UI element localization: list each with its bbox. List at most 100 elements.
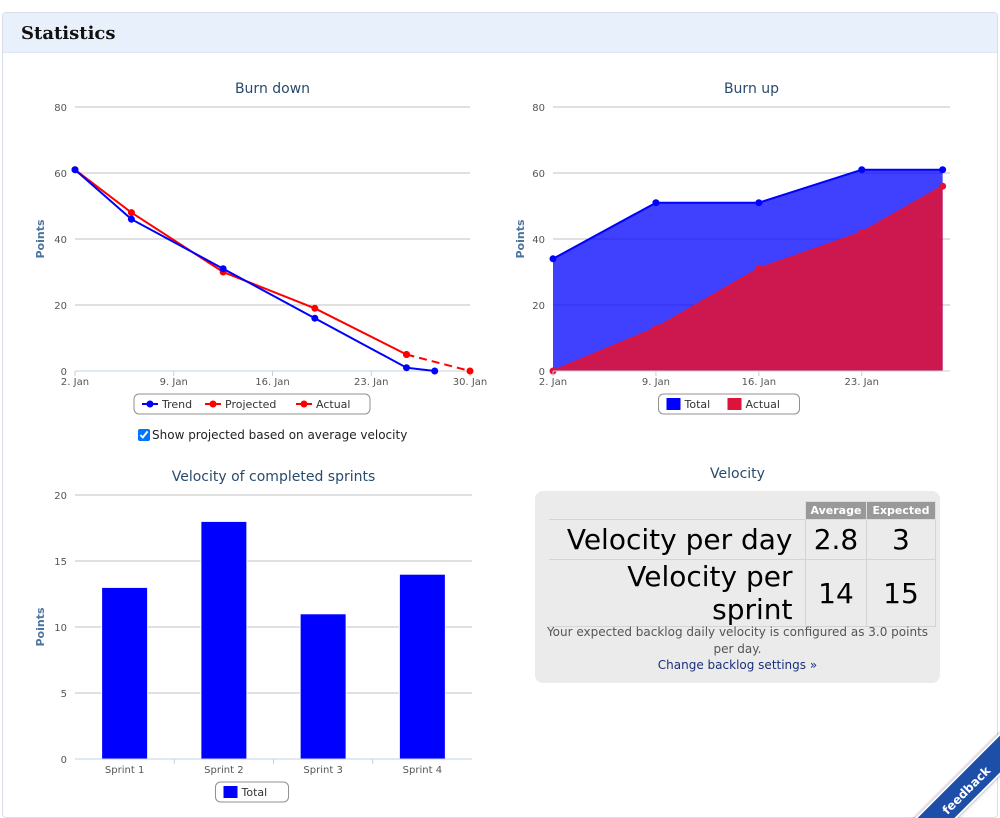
y-tick-label: 80 (532, 103, 545, 114)
y-axis-label: Points (34, 607, 47, 646)
data-point (466, 367, 474, 375)
y-tick-label: 0 (61, 755, 67, 766)
legend-label: Total (684, 398, 711, 411)
bar (398, 573, 446, 760)
legend-label: Trend (161, 398, 192, 411)
y-tick-label: 15 (54, 557, 67, 568)
y-tick-label: 0 (61, 367, 67, 378)
data-point (219, 265, 227, 273)
chart-legend: Trend Projected Actual (133, 393, 371, 415)
velocity-title: Velocity (710, 466, 765, 482)
panel-header: Statistics (3, 13, 997, 53)
data-point (939, 166, 947, 174)
average-header: Average (804, 501, 868, 520)
legend-marker (223, 786, 238, 798)
data-point (431, 367, 439, 375)
y-tick-label: 40 (54, 235, 67, 246)
y-tick-label: 20 (54, 491, 67, 502)
velocity-box: Average Expected Velocity per day 2.8 3 … (535, 491, 940, 683)
y-tick-label: 0 (539, 367, 545, 378)
legend-marker (209, 400, 217, 408)
series-line-actual (74, 168, 407, 356)
burn-up-chart: Burn up 0 20 40 60 80 Points 2. Jan 9. Jan 16. Ja… (514, 81, 950, 415)
x-tick-label: 23. Jan (354, 377, 389, 388)
x-tick-label: Sprint 1 (105, 765, 144, 776)
panel-title: Statistics (21, 23, 116, 44)
velocity-expected-value: 15 (866, 559, 936, 627)
chart-legend: Total Actual (658, 393, 800, 415)
y-tick-label: 20 (532, 301, 545, 312)
y-axis-label: Points (514, 219, 527, 258)
y-tick-label: 60 (54, 169, 67, 180)
velocity-row-day: Velocity per day 2.8 3 (549, 519, 936, 560)
legend-box (133, 393, 371, 415)
data-point (755, 199, 763, 207)
data-point (652, 199, 660, 207)
y-tick-label: 40 (532, 235, 545, 246)
chart-legend: Total (215, 781, 289, 803)
x-tick-label: Sprint 4 (403, 765, 442, 776)
data-point (755, 265, 763, 273)
velocity-table: Average Expected Velocity per day 2.8 3 … (549, 501, 936, 627)
statistics-panel: Statistics (2, 12, 998, 818)
velocity-average-value: 2.8 (805, 519, 868, 560)
velocity-row-label: Velocity per sprint (549, 559, 806, 627)
legend-marker (666, 398, 681, 410)
velocity-row-label: Velocity per day (549, 519, 806, 560)
legend-label: Total (241, 786, 268, 799)
data-point (311, 304, 319, 312)
velocity-average-value: 14 (805, 559, 868, 627)
chart-title: Velocity of completed sprints (172, 469, 376, 485)
data-point (127, 215, 135, 223)
data-point (127, 209, 135, 217)
series-line-trend (74, 168, 435, 372)
blank-header (549, 502, 805, 520)
expected-header: Expected (866, 501, 936, 520)
data-point (858, 166, 866, 174)
y-tick-label: 20 (54, 301, 67, 312)
change-backlog-settings-link[interactable]: Change backlog settings » (657, 658, 818, 672)
y-tick-label: 10 (54, 623, 67, 634)
legend-label: Projected (225, 398, 276, 411)
x-tick-label: Sprint 2 (204, 765, 243, 776)
x-tick-label: 9. Jan (160, 377, 188, 388)
bar (101, 586, 149, 760)
series-line-projected (406, 353, 471, 372)
x-tick-label: 30. Jan (453, 377, 488, 388)
data-point (403, 364, 411, 372)
burn-down-chart: Burn down 0 20 40 60 80 Points 2. Jan 9. Jan 16. … (34, 81, 488, 415)
data-point (403, 351, 411, 358)
velocity-row-sprint: Velocity per sprint 14 15 (549, 559, 936, 627)
series-area-actual (553, 186, 943, 371)
x-tick-label: 16. Jan (255, 377, 290, 388)
y-axis-label: Points (34, 219, 47, 258)
velocity-note: Your expected backlog daily velocity is … (546, 625, 929, 656)
show-projected-label[interactable]: Show projected based on average velocity (152, 428, 408, 442)
velocity-bar-chart: Velocity of completed sprints 0 5 10 15 20 Poi… (34, 469, 472, 803)
data-point (939, 182, 947, 190)
legend-marker (727, 398, 742, 410)
bar (299, 613, 347, 760)
data-point (652, 324, 660, 332)
legend-marker (146, 400, 154, 408)
x-tick-label: Sprint 3 (303, 765, 342, 776)
y-tick-label: 80 (54, 103, 67, 114)
chart-title: Burn up (724, 81, 779, 97)
velocity-header-row: Average Expected (549, 501, 936, 520)
data-point (858, 228, 866, 236)
velocity-expected-value: 3 (866, 519, 936, 560)
bar (200, 520, 248, 760)
data-point (311, 314, 319, 322)
chart-title: Burn down (235, 81, 310, 97)
show-projected-row: Show projected based on average velocity (138, 428, 407, 442)
x-tick-label: 2. Jan (61, 377, 89, 388)
legend-label: Actual (746, 398, 780, 411)
data-point (71, 166, 79, 174)
x-tick-label: 16. Jan (742, 377, 777, 388)
y-tick-label: 60 (532, 169, 545, 180)
show-projected-checkbox[interactable] (138, 429, 150, 441)
y-tick-label: 5 (61, 689, 67, 700)
x-tick-label: 9. Jan (642, 377, 670, 388)
data-point (549, 255, 557, 263)
legend-label: Actual (316, 398, 350, 411)
